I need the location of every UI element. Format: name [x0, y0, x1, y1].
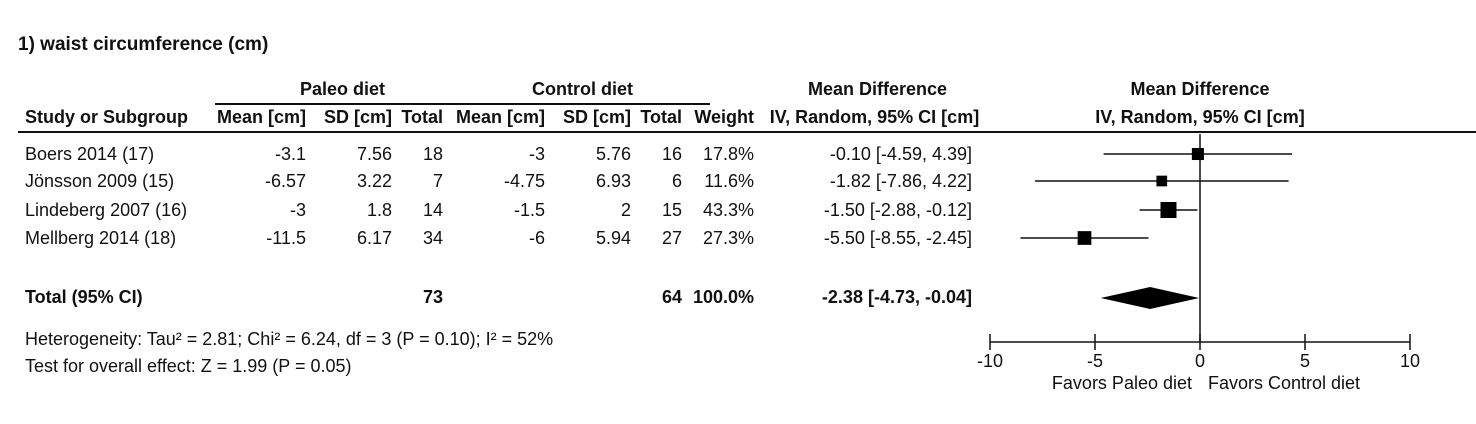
heterogeneity-text: Heterogeneity: Tau² = 2.81; Chi² = 6.24,…	[25, 329, 554, 349]
table-cell-sd2: 5.94	[595, 228, 631, 248]
table-cell-weight: 11.6%	[704, 171, 754, 191]
overall-effect-text: Test for overall effect: Z = 1.99 (P = 0…	[25, 356, 352, 376]
table-cell-mean2: -1.5	[513, 200, 545, 220]
table-cell-total1: 34	[422, 228, 443, 248]
table-cell-total1: 7	[432, 171, 443, 191]
study-point-square	[1077, 231, 1092, 245]
pooled-diamond	[1100, 287, 1200, 309]
total-row-total1: 73	[422, 287, 443, 307]
table-cell-mean2: -3	[528, 144, 545, 164]
favors-left-label: Favors Paleo diet	[1052, 373, 1192, 393]
header-rule	[18, 131, 1476, 133]
total-row-weight: 100.0%	[692, 287, 754, 307]
table-cell-sd1: 7.56	[356, 144, 392, 164]
table-cell-mean1: -6.57	[264, 171, 306, 191]
table-cell-md: -1.50 [-2.88, -0.12]	[823, 200, 972, 220]
sd2-header: SD [cm]	[562, 107, 631, 127]
table-row-study: Boers 2014 (17)	[25, 144, 155, 164]
table-cell-md: -0.10 [-4.59, 4.39]	[829, 144, 972, 164]
weight-header: Weight	[694, 107, 754, 127]
total-row-md: -2.38 [-4.73, -0.04]	[821, 287, 972, 307]
study-point-square	[1160, 202, 1177, 218]
table-cell-sd2: 2	[620, 200, 631, 220]
table-cell-sd2: 6.93	[595, 171, 631, 191]
study-header: Study or Subgroup	[25, 107, 188, 127]
table-row-study: Mellberg 2014 (18)	[25, 228, 177, 248]
x-tick-label: -10	[977, 351, 1003, 371]
table-cell-sd2: 5.76	[595, 144, 631, 164]
table-cell-md: -1.82 [-7.86, 4.22]	[829, 171, 972, 191]
plot-md-header: IV, Random, 95% CI [cm]	[1095, 107, 1305, 127]
group1-underline	[215, 103, 470, 105]
total2-header: Total	[640, 107, 682, 127]
total-row-total2: 64	[661, 287, 682, 307]
table-cell-total1: 14	[422, 200, 443, 220]
table-cell-mean1: -3.1	[274, 144, 306, 164]
section-title: 1) waist circumference (cm)	[18, 34, 269, 55]
table-cell-mean1: -11.5	[266, 228, 306, 248]
group2-header: Control diet	[532, 79, 633, 99]
x-tick-label: 10	[1400, 351, 1420, 371]
table-cell-md: -5.50 [-8.55, -2.45]	[823, 228, 972, 248]
table-row-study: Lindeberg 2007 (16)	[25, 200, 188, 220]
table-cell-total1: 18	[422, 144, 443, 164]
mean1-header: Mean [cm]	[216, 107, 306, 127]
md-header: IV, Random, 95% CI [cm]	[769, 107, 980, 127]
group1-header: Paleo diet	[299, 79, 386, 99]
table-cell-sd1: 3.22	[356, 171, 392, 191]
favors-right-label: Favors Control diet	[1208, 373, 1360, 393]
study-point-square	[1156, 175, 1168, 187]
table-cell-weight: 17.8%	[702, 144, 754, 164]
table-cell-total2: 16	[661, 144, 682, 164]
table-cell-mean2: -6	[528, 228, 545, 248]
table-cell-total2: 15	[661, 200, 682, 220]
x-tick-label: -5	[1087, 351, 1103, 371]
table-cell-mean1: -3	[289, 200, 306, 220]
table-row-study: Jönsson 2009 (15)	[25, 171, 175, 191]
plot-group-header: Mean Difference	[1130, 79, 1270, 99]
table-cell-sd1: 6.17	[356, 228, 392, 248]
study-point-square	[1191, 147, 1204, 161]
table-cell-sd1: 1.8	[366, 200, 392, 220]
total-row-label: Total (95% CI)	[25, 287, 143, 307]
group2-underline	[455, 103, 710, 105]
table-cell-weight: 43.3%	[702, 200, 754, 220]
x-tick-label: 5	[1300, 351, 1310, 371]
mean2-header: Mean [cm]	[455, 107, 545, 127]
sd1-header: SD [cm]	[323, 107, 392, 127]
table-cell-weight: 27.3%	[702, 228, 754, 248]
md-group-header: Mean Difference	[807, 79, 948, 99]
table-cell-total2: 6	[671, 171, 682, 191]
table-cell-total2: 27	[661, 228, 682, 248]
table-cell-mean2: -4.75	[503, 171, 545, 191]
total1-header: Total	[401, 107, 443, 127]
x-tick-label: 0	[1195, 351, 1205, 371]
